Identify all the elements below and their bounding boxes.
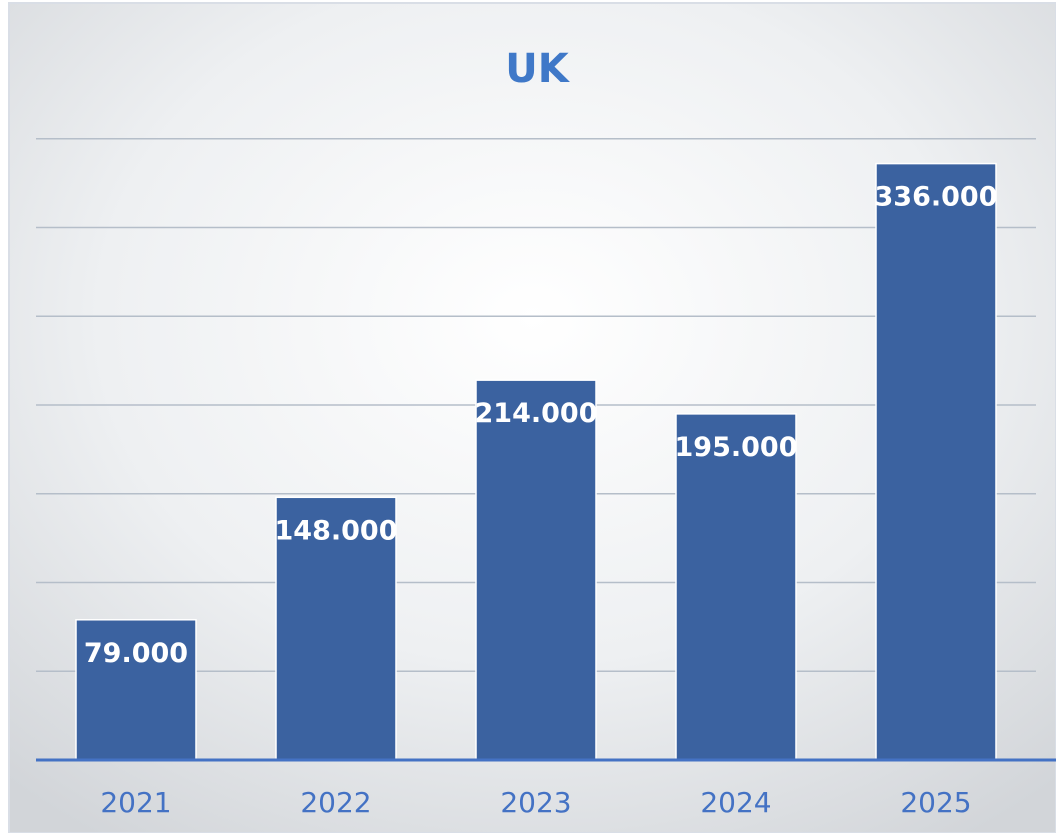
bar-2025: [875, 162, 997, 761]
data-label-2021: 79.000: [84, 638, 188, 669]
data-label-2023: 214.000: [475, 398, 598, 429]
bar-2023: [475, 379, 597, 761]
data-label-2025: 336.000: [875, 182, 998, 213]
x-tick-label-2021: 2021: [100, 786, 171, 819]
data-labels: 79.000 148.000 214.000 195.000 336.000: [84, 182, 998, 669]
data-label-2024: 195.000: [675, 432, 798, 463]
bar-2021: [75, 619, 197, 761]
chart-title: UK: [505, 46, 570, 92]
bar-2024: [675, 413, 797, 761]
bar-2022: [275, 496, 397, 761]
bars: [75, 162, 997, 761]
x-tick-label-2022: 2022: [300, 786, 371, 819]
x-tick-labels: 2021 2022 2023 2024 2025: [100, 786, 971, 819]
x-tick-label-2024: 2024: [700, 786, 771, 819]
data-label-2022: 148.000: [275, 515, 398, 546]
x-tick-label-2025: 2025: [900, 786, 971, 819]
x-tick-label-2023: 2023: [500, 786, 571, 819]
